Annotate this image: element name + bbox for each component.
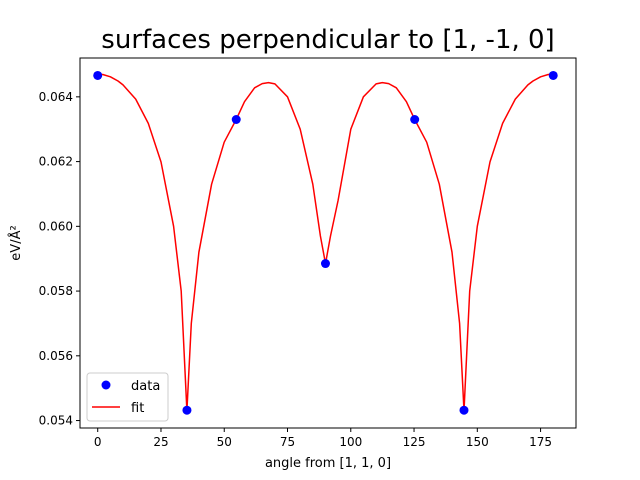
- x-tick-label: 100: [339, 435, 362, 449]
- legend-data-label: data: [131, 379, 160, 394]
- x-tick-label: 150: [466, 435, 489, 449]
- y-axis-label: eV/Å²: [8, 225, 24, 260]
- x-axis-label: angle from [1, 1, 0]: [265, 456, 391, 471]
- axes-frame: [79, 57, 577, 429]
- y-tick-label: 0.054: [39, 414, 73, 428]
- data-point: [410, 115, 420, 125]
- legend-data-marker: [101, 380, 111, 390]
- x-tick-label: 75: [280, 435, 295, 449]
- y-tick-label: 0.062: [39, 155, 73, 169]
- legend: data fit: [86, 372, 169, 422]
- data-point: [182, 405, 192, 415]
- x-tick-label: 175: [529, 435, 552, 449]
- plot-area: 0 25 50 75 100 125 150 175 0.054 0.056 0.058 0.060 0…: [39, 70, 558, 449]
- data-point: [231, 115, 241, 125]
- x-tick-label: 50: [217, 435, 232, 449]
- x-tick-label: 125: [403, 435, 426, 449]
- y-tick-label: 0.060: [39, 219, 73, 233]
- x-tick-label: 25: [153, 435, 168, 449]
- data-point: [548, 70, 558, 80]
- data-point: [320, 259, 330, 269]
- y-tick-label: 0.056: [39, 349, 73, 363]
- y-tick-label: 0.064: [39, 90, 73, 104]
- legend-fit-label: fit: [131, 401, 144, 416]
- data-point: [459, 405, 469, 415]
- x-tick-label: 0: [94, 435, 102, 449]
- y-tick-label: 0.058: [39, 284, 73, 298]
- data-point: [93, 70, 103, 80]
- chart-title: surfaces perpendicular to [1, -1, 0]: [101, 25, 554, 55]
